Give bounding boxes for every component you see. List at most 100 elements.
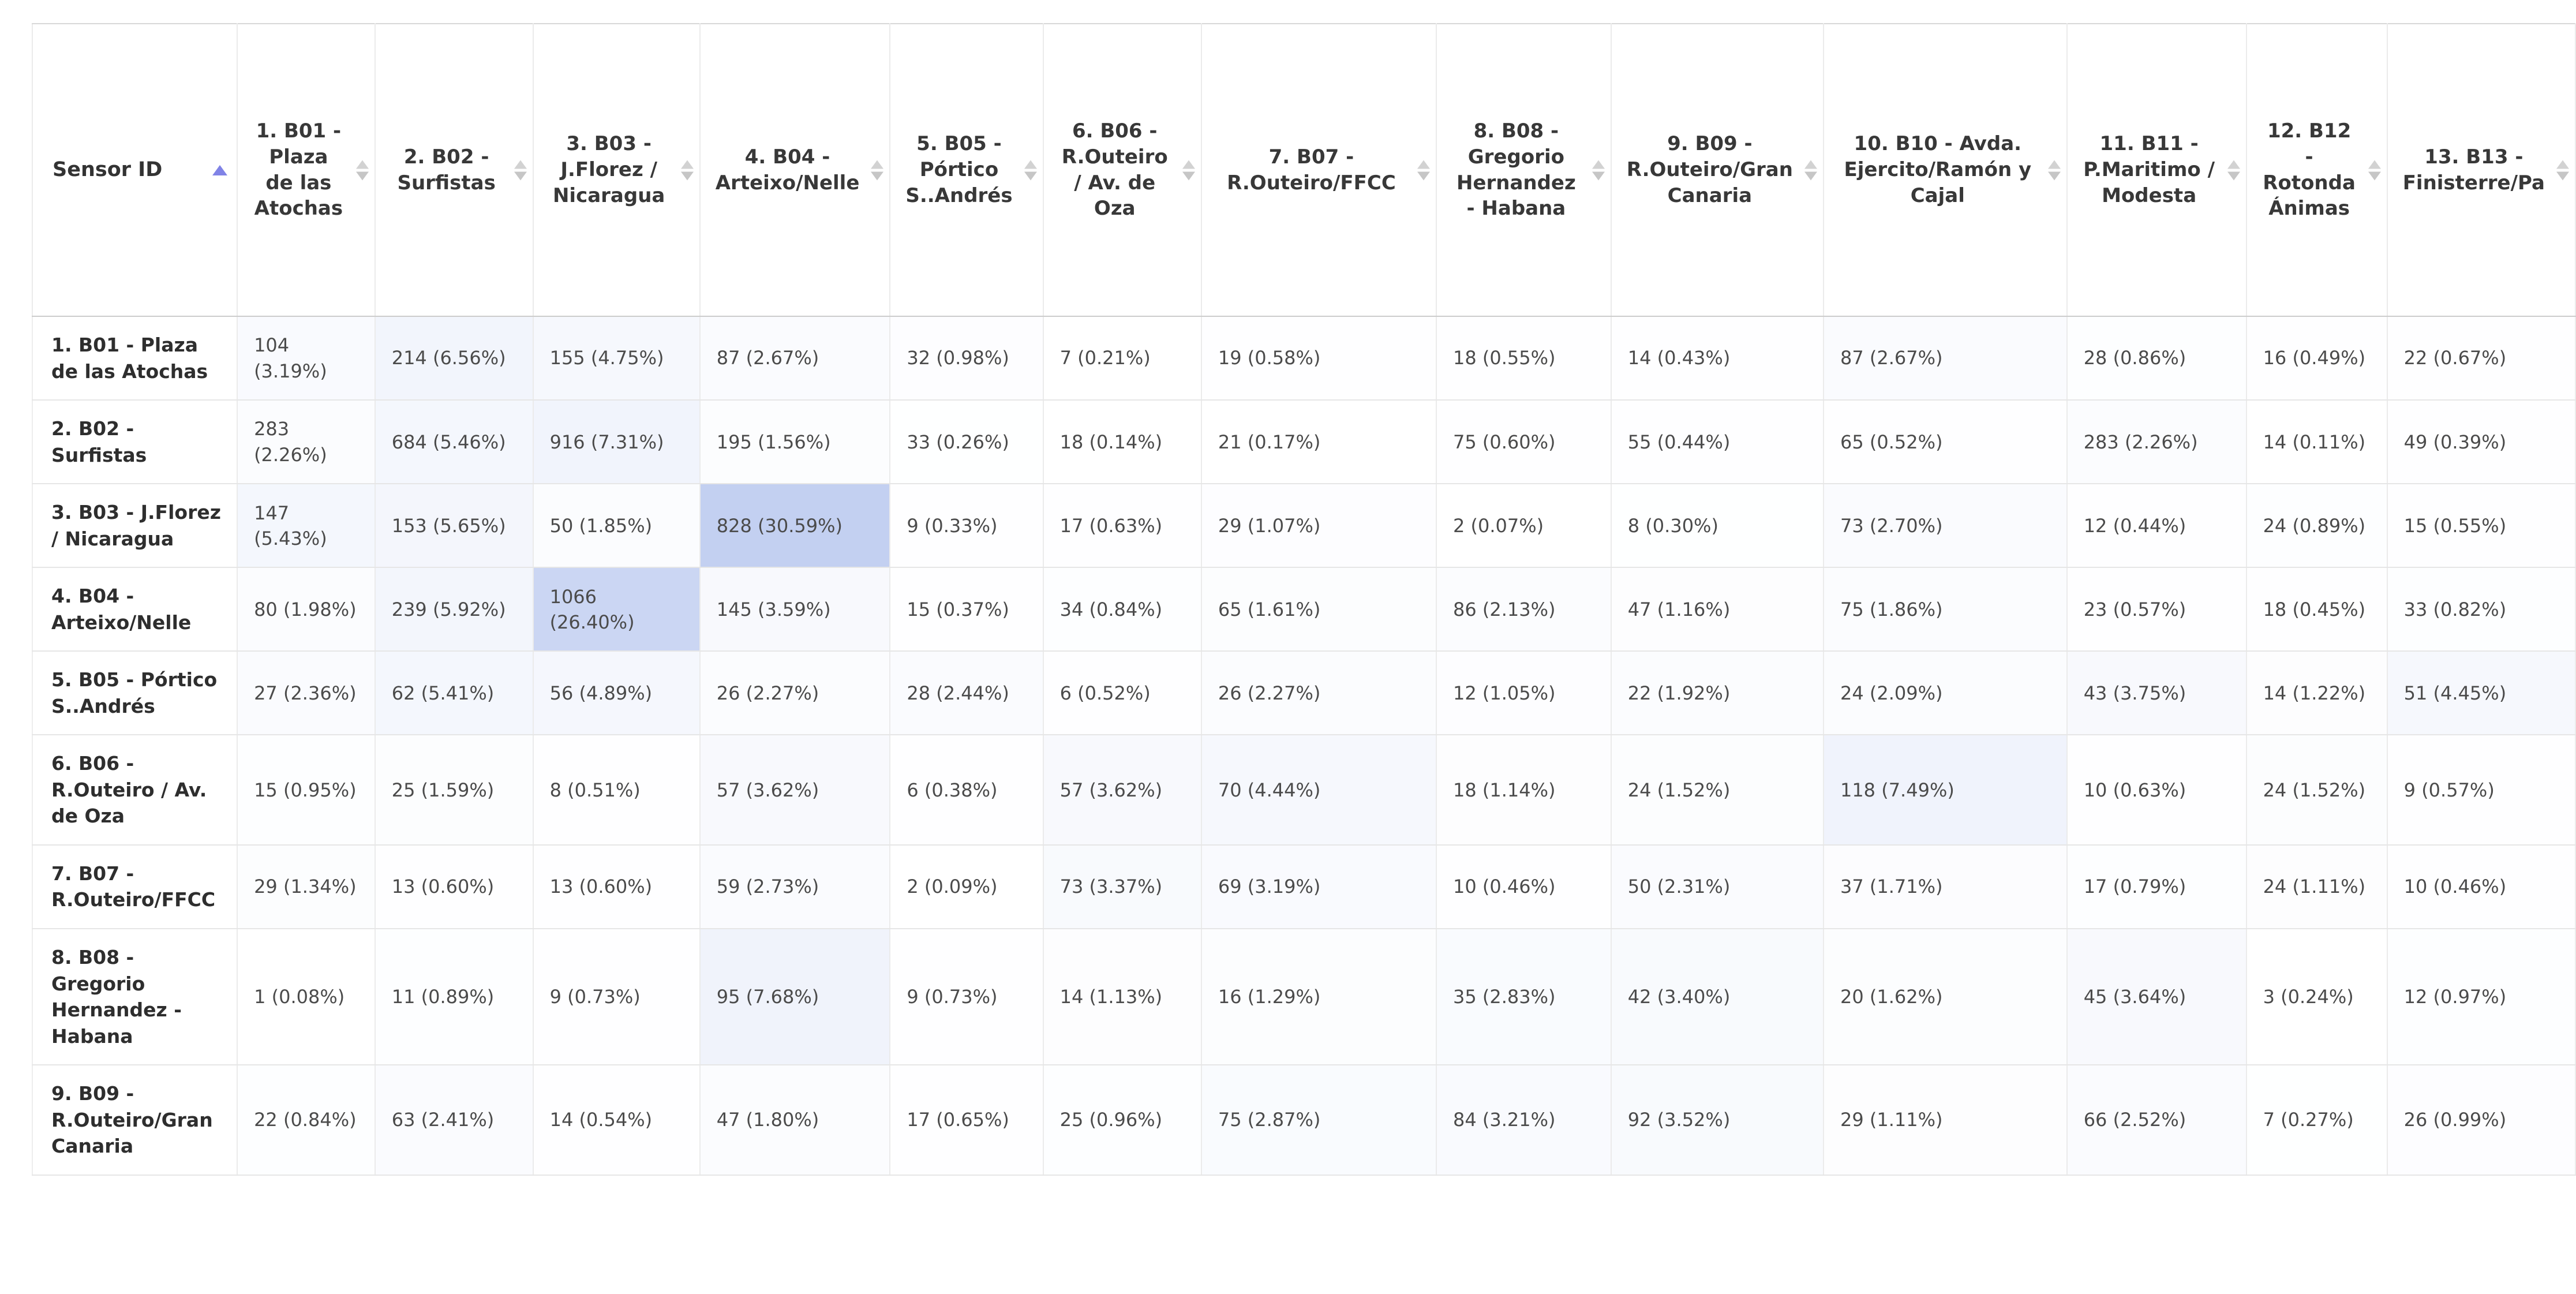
od-matrix-cell: 66 (2.52%)	[2066, 1065, 2247, 1176]
od-matrix-cell: 75 (1.86%)	[1822, 567, 2068, 652]
od-matrix-cell: 16 (1.29%)	[1200, 928, 1437, 1066]
od-matrix-cell: 84 (3.21%)	[1435, 1065, 1612, 1176]
od-matrix-cell: 2 (0.09%)	[889, 844, 1044, 929]
column-header-label: 4. B04 - Arteixo/Nelle	[715, 145, 860, 195]
column-header[interactable]: 10. B10 - Avda. Ejercito/Ramón y Cajal	[1822, 23, 2068, 317]
header-row: Sensor ID 1. B01 - Plaza de las Atochas 2…	[31, 23, 2576, 317]
column-header-label: 9. B09 - R.Outeiro/Gran Canaria	[1626, 132, 1793, 207]
od-matrix-cell: 104 (3.19%)	[237, 316, 376, 401]
column-header-label: 5. B05 - Pórtico S..Andrés	[905, 132, 1013, 207]
od-matrix-cell: 34 (0.84%)	[1042, 567, 1202, 652]
od-matrix-cell: 47 (1.80%)	[699, 1065, 891, 1176]
od-matrix-cell: 24 (1.52%)	[2245, 735, 2388, 846]
od-matrix-cell: 8 (0.51%)	[532, 735, 701, 846]
od-matrix-cell: 95 (7.68%)	[699, 928, 891, 1066]
od-matrix-cell: 9 (0.73%)	[889, 928, 1044, 1066]
od-matrix-cell: 12 (0.44%)	[2066, 484, 2247, 569]
od-matrix-cell: 9 (0.73%)	[532, 928, 701, 1066]
od-matrix-cell: 80 (1.98%)	[237, 567, 376, 652]
sort-both-icon	[1024, 160, 1037, 180]
od-matrix-cell: 75 (0.60%)	[1435, 400, 1612, 485]
od-matrix-cell: 239 (5.92%)	[374, 567, 534, 652]
od-matrix-cell: 69 (3.19%)	[1200, 844, 1437, 929]
row-label: 5. B05 - Pórtico S..Andrés	[31, 651, 238, 736]
column-header-label: 12. B12 - Rotonda Ánimas	[2263, 119, 2356, 220]
sort-both-icon	[355, 160, 369, 180]
od-matrix-cell: 25 (0.96%)	[1042, 1065, 1202, 1176]
column-header-sensor-id[interactable]: Sensor ID	[31, 23, 238, 317]
od-matrix-cell: 22 (1.92%)	[1610, 651, 1824, 736]
od-matrix-cell: 15 (0.95%)	[237, 735, 376, 846]
column-header[interactable]: 13. B13 - Finisterre/Pa	[2386, 23, 2576, 317]
od-matrix-cell: 73 (2.70%)	[1822, 484, 2068, 569]
od-matrix-cell: 3 (0.24%)	[2245, 928, 2388, 1066]
column-header[interactable]: 3. B03 - J.Florez / Nicaragua	[532, 23, 701, 317]
od-matrix-cell: 63 (2.41%)	[374, 1065, 534, 1176]
table-row: 3. B03 - J.Florez / Nicaragua 147 (5.43%)…	[31, 484, 2576, 569]
od-matrix-cell: 47 (1.16%)	[1610, 567, 1824, 652]
column-header-label: 13. B13 - Finisterre/Pa	[2402, 145, 2545, 195]
od-matrix-cell: 9 (0.33%)	[889, 484, 1044, 569]
column-header[interactable]: 7. B07 - R.Outeiro/FFCC	[1200, 23, 1437, 317]
od-matrix-cell: 22 (0.84%)	[237, 1065, 376, 1176]
od-matrix-cell: 57 (3.62%)	[699, 735, 891, 846]
od-matrix-cell: 29 (1.34%)	[237, 844, 376, 929]
od-matrix-cell: 195 (1.56%)	[699, 400, 891, 485]
row-label: 4. B04 - Arteixo/Nelle	[31, 567, 238, 652]
table-row: 1. B01 - Plaza de las Atochas 104 (3.19%)…	[31, 316, 2576, 401]
od-matrix-cell: 42 (3.40%)	[1610, 928, 1824, 1066]
od-matrix-cell: 32 (0.98%)	[889, 316, 1044, 401]
row-label: 6. B06 - R.Outeiro / Av. de Oza	[31, 735, 238, 846]
column-header[interactable]: 5. B05 - Pórtico S..Andrés	[889, 23, 1044, 317]
od-matrix-cell: 87 (2.67%)	[699, 316, 891, 401]
column-header[interactable]: 9. B09 - R.Outeiro/Gran Canaria	[1610, 23, 1824, 317]
od-matrix-cell: 18 (0.45%)	[2245, 567, 2388, 652]
od-matrix-cell: 19 (0.58%)	[1200, 316, 1437, 401]
column-header[interactable]: 1. B01 - Plaza de las Atochas	[237, 23, 376, 317]
column-header[interactable]: 6. B06 - R.Outeiro / Av. de Oza	[1042, 23, 1202, 317]
od-matrix-cell: 14 (1.22%)	[2245, 651, 2388, 736]
od-matrix-cell: 153 (5.65%)	[374, 484, 534, 569]
sort-both-icon	[2047, 160, 2061, 180]
od-matrix-cell: 75 (2.87%)	[1200, 1065, 1437, 1176]
od-matrix-cell: 26 (0.99%)	[2386, 1065, 2576, 1176]
od-matrix-cell: 28 (0.86%)	[2066, 316, 2247, 401]
od-matrix-cell: 16 (0.49%)	[2245, 316, 2388, 401]
table-row: 5. B05 - Pórtico S..Andrés 27 (2.36%) 62 (…	[31, 651, 2576, 736]
table-row: 2. B02 - Surfistas 283 (2.26%) 684 (5.46%)…	[31, 400, 2576, 485]
od-matrix-cell: 916 (7.31%)	[532, 400, 701, 485]
od-matrix-cell: 12 (0.97%)	[2386, 928, 2576, 1066]
od-matrix-cell: 20 (1.62%)	[1822, 928, 2068, 1066]
sort-both-icon	[1182, 160, 1195, 180]
od-matrix-cell: 35 (2.83%)	[1435, 928, 1612, 1066]
od-matrix-cell: 17 (0.63%)	[1042, 484, 1202, 569]
od-matrix-cell: 13 (0.60%)	[374, 844, 534, 929]
row-label: 7. B07 - R.Outeiro/FFCC	[31, 844, 238, 929]
row-label: 9. B09 - R.Outeiro/Gran Canaria	[31, 1065, 238, 1176]
od-matrix-cell: 10 (0.46%)	[1435, 844, 1612, 929]
row-label: 1. B01 - Plaza de las Atochas	[31, 316, 238, 401]
sort-both-icon	[2227, 160, 2240, 180]
od-matrix-cell: 65 (0.52%)	[1822, 400, 2068, 485]
column-header-label: 11. B11 - P.Maritimo / Modesta	[2083, 132, 2215, 207]
column-header-label: 8. B08 - Gregorio Hernandez - Habana	[1456, 119, 1576, 220]
od-matrix-cell: 23 (0.57%)	[2066, 567, 2247, 652]
od-matrix-table-wrap: Sensor ID 1. B01 - Plaza de las Atochas 2…	[31, 23, 2576, 1176]
od-matrix-cell: 14 (0.11%)	[2245, 400, 2388, 485]
column-header[interactable]: 11. B11 - P.Maritimo / Modesta	[2066, 23, 2247, 317]
column-header[interactable]: 2. B02 - Surfistas	[374, 23, 534, 317]
od-matrix-cell: 1066 (26.40%)	[532, 567, 701, 652]
column-header[interactable]: 8. B08 - Gregorio Hernandez - Habana	[1435, 23, 1612, 317]
column-header-label: 2. B02 - Surfistas	[397, 145, 496, 195]
column-header[interactable]: 12. B12 - Rotonda Ánimas	[2245, 23, 2388, 317]
od-matrix-cell: 283 (2.26%)	[237, 400, 376, 485]
column-header[interactable]: 4. B04 - Arteixo/Nelle	[699, 23, 891, 317]
od-matrix-cell: 828 (30.59%)	[699, 484, 891, 569]
od-matrix-cell: 37 (1.71%)	[1822, 844, 2068, 929]
od-matrix-cell: 26 (2.27%)	[1200, 651, 1437, 736]
od-matrix-cell: 155 (4.75%)	[532, 316, 701, 401]
column-header-label: 10. B10 - Avda. Ejercito/Ramón y Cajal	[1844, 132, 2032, 207]
table-row: 6. B06 - R.Outeiro / Av. de Oza 15 (0.95%…	[31, 735, 2576, 846]
od-matrix-cell: 147 (5.43%)	[237, 484, 376, 569]
od-matrix-cell: 15 (0.37%)	[889, 567, 1044, 652]
